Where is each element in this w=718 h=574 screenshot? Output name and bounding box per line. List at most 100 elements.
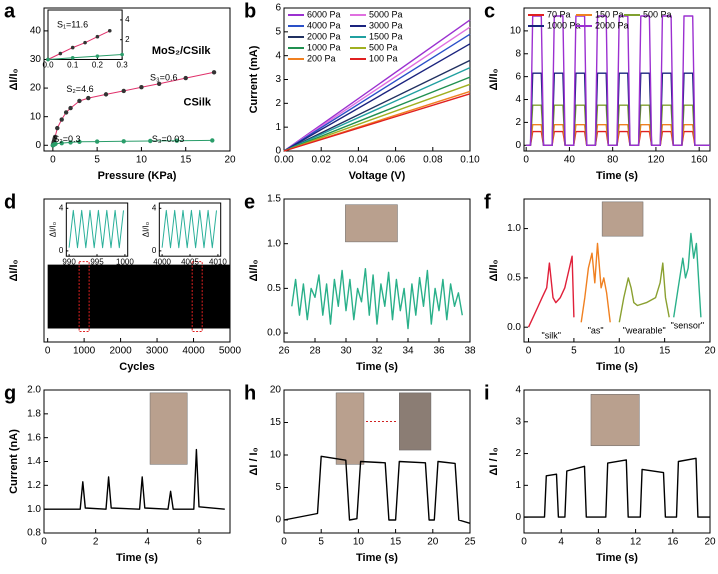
photo: [601, 201, 644, 237]
x-axis-title: Voltage (V): [349, 170, 406, 182]
data-line: [283, 43, 471, 152]
x-tick-label: 0.02: [311, 155, 331, 166]
x-tick-label: 120: [648, 155, 665, 166]
x-tick-label: 2: [93, 537, 99, 548]
data-line: [44, 448, 225, 510]
data-line: [283, 59, 471, 152]
legend-label: 500 Pa: [643, 9, 672, 19]
data-band: [47, 264, 230, 329]
data-point: [58, 51, 63, 56]
photo: [345, 204, 398, 243]
y-tick-label: 30: [30, 54, 42, 65]
x-tick-label: 28: [309, 346, 321, 357]
y-tick-label: 4: [275, 50, 281, 61]
x-tick-label: 38: [464, 346, 476, 357]
y-tick-label: 5: [275, 482, 281, 493]
data-point: [174, 138, 180, 143]
y-axis-title: ΔI/I₀: [8, 259, 20, 281]
x-tick-label: 10: [353, 537, 365, 548]
y-tick-label: 8: [515, 48, 521, 59]
series-label: "wearable": [623, 326, 666, 336]
y-tick-label: 0: [515, 512, 521, 523]
x-tick-label: 160: [691, 155, 708, 166]
legend-label: 2000 Pa: [307, 31, 341, 41]
data-point: [86, 95, 91, 101]
data-point: [68, 140, 73, 145]
x-tick-label: 5: [571, 346, 577, 357]
x-tick-label: 1000: [73, 346, 96, 357]
data-point: [59, 140, 64, 146]
x-tick-label: 0: [281, 537, 287, 548]
plot-frame: [43, 7, 231, 152]
photo: [149, 392, 188, 465]
x-tick-label: 0: [50, 155, 56, 166]
x-tick-label: 30: [340, 346, 352, 357]
plot-frame: [523, 198, 711, 343]
data-line: [580, 242, 611, 323]
data-line: [673, 232, 702, 318]
x-tick-label: 0.06: [386, 155, 406, 166]
x-tick-label: 80: [607, 155, 619, 166]
x-tick-label: 36: [433, 346, 445, 357]
x-tick-label: 16: [667, 537, 679, 548]
x-tick-label: 0.10: [460, 155, 480, 166]
y-axis-title: Current (mA): [248, 45, 260, 113]
legend-label: 1500 Pa: [369, 31, 403, 41]
panel-label: f: [484, 191, 491, 213]
y-axis-title: Current (nA): [8, 429, 20, 494]
y-tick-label: 1.8: [27, 408, 41, 419]
x-tick-label: 25: [464, 537, 476, 548]
x-tick-label: 40: [564, 155, 576, 166]
x-tick-label: 0.04: [349, 155, 369, 166]
y-tick-label: 6: [515, 71, 521, 82]
data-point: [83, 40, 87, 45]
annotation: S₂=4.6: [66, 84, 93, 94]
data-line: [527, 255, 575, 328]
inset-y-title: ΔI/I₀: [141, 222, 150, 237]
y-tick-label: 2.0: [27, 385, 41, 396]
data-point: [107, 28, 112, 33]
panel-label: c: [484, 0, 495, 22]
data-point: [95, 34, 100, 39]
x-tick-label: 0: [41, 537, 47, 548]
y-tick-label: 4: [515, 94, 521, 105]
data-line: [283, 66, 471, 152]
y-tick-label: 2: [515, 117, 521, 128]
panel-label: h: [244, 382, 256, 404]
data-line: [161, 209, 217, 249]
y-axis-title: ΔI/I₀: [8, 68, 20, 90]
x-tick-label: 20: [224, 155, 236, 166]
y-tick-label: 10: [510, 26, 522, 37]
data-point: [148, 138, 153, 144]
legend-label: 4000 Pa: [307, 20, 341, 30]
y-tick-label: 1.0: [507, 223, 521, 234]
x-tick-label: 10: [614, 346, 626, 357]
data-point: [121, 88, 126, 94]
data-point: [121, 139, 126, 144]
y-tick-label: 0.0: [267, 328, 281, 339]
plot-frame: [523, 7, 711, 152]
x-tick-label: 995: [90, 257, 104, 266]
x-tick-label: 15: [180, 155, 192, 166]
series-label: "silk": [542, 331, 561, 341]
data-line: [291, 268, 463, 330]
data-point: [139, 85, 144, 90]
y-tick-label: 4: [59, 203, 64, 212]
y-axis-title: ΔI/I₀: [248, 259, 260, 281]
x-tick-label: 6: [196, 537, 202, 548]
data-point: [95, 54, 100, 58]
y-tick-label: 0: [275, 146, 281, 157]
x-tick-label: 0: [45, 346, 51, 357]
x-axis-title: Time (s): [356, 361, 398, 373]
y-tick-label: 0.5: [267, 283, 281, 294]
y-tick-label: 0: [59, 246, 64, 255]
y-tick-label: 2: [125, 35, 130, 44]
legend-label: 500 Pa: [369, 42, 398, 52]
data-point: [52, 134, 58, 140]
y-tick-label: 1: [275, 122, 281, 133]
y-tick-label: 2: [515, 448, 521, 459]
y-tick-label: 20: [270, 385, 282, 396]
data-point: [53, 141, 58, 147]
